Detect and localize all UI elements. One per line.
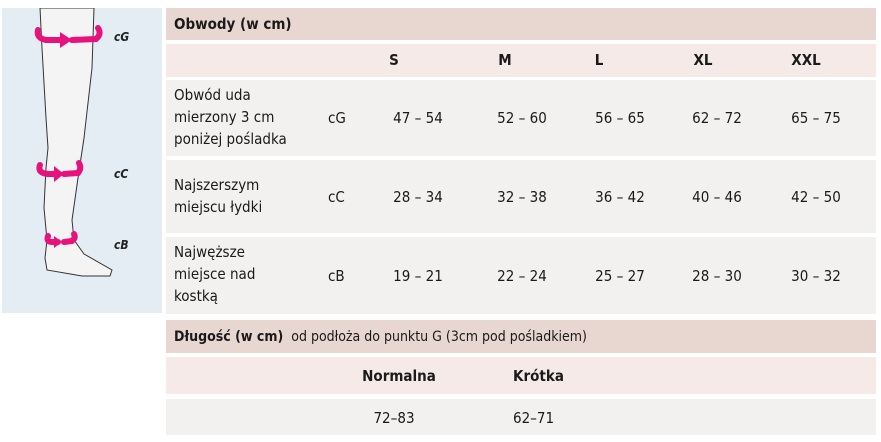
row-label: mierzony 3 cm (174, 108, 275, 126)
size-header-row: S M L XL XXL (166, 44, 876, 77)
cell: 72–83 (373, 409, 415, 427)
circumference-title: Obwody (w cm) (174, 15, 292, 33)
length-col-short: Krótka (513, 367, 564, 385)
length-col-normal: Normalna (362, 367, 436, 385)
cell: 47 – 54 (393, 109, 443, 127)
cell: 62–71 (513, 409, 555, 427)
length-header-row: Normalna Krótka (166, 357, 876, 394)
row-label: Obwód uda (174, 86, 251, 104)
row-code: cC (328, 188, 345, 206)
cell: 65 – 75 (791, 109, 841, 127)
cell: 25 – 27 (595, 267, 645, 285)
size-L: L (594, 51, 604, 69)
cell: 32 – 38 (497, 188, 547, 206)
leg-illustration: cG cC cB (2, 7, 162, 313)
cell: 40 – 46 (692, 188, 742, 206)
size-M: M (498, 51, 512, 69)
label-cG: cG (114, 30, 129, 44)
table-row: Najwęższe miejsce nad kostką cB 19 – 21 … (166, 237, 876, 314)
table-row: Najszerszym miejscu łydki cC 28 – 34 32 … (166, 160, 876, 233)
row-label: Najwęższe (174, 243, 245, 261)
row-label: kostką (174, 287, 218, 305)
cell: 22 – 24 (497, 267, 547, 285)
table-row: 72–83 62–71 (166, 399, 876, 435)
cell: 28 – 34 (393, 188, 443, 206)
length-subtitle: od podłoża do punktu G (3cm pod pośladki… (291, 329, 587, 345)
label-cC: cC (114, 167, 128, 181)
size-XXL: XXL (791, 51, 821, 69)
row-label: poniżej pośladka (174, 130, 287, 148)
row-code: cB (328, 267, 345, 285)
label-cB: cB (114, 238, 129, 252)
row-label: Najszerszym (174, 176, 260, 194)
cell: 19 – 21 (393, 267, 443, 285)
length-header: Długość (w cm) od podłoża do punktu G (3… (166, 320, 876, 353)
length-title: Długość (w cm) (174, 329, 284, 345)
cell: 28 – 30 (692, 267, 742, 285)
cell: 42 – 50 (791, 188, 841, 206)
size-XL: XL (693, 51, 713, 69)
cell: 52 – 60 (497, 109, 547, 127)
leg-diagram-icon: cG cC cB (34, 7, 129, 277)
size-S: S (389, 51, 399, 69)
cell: 30 – 32 (791, 267, 841, 285)
circumference-header: Obwody (w cm) (166, 8, 876, 40)
row-label: miejscu łydki (174, 198, 263, 216)
table-row: Obwód uda mierzony 3 cm poniżej pośladka… (166, 80, 876, 156)
row-label: miejsce nad (174, 265, 256, 283)
cell: 36 – 42 (595, 188, 645, 206)
cell: 62 – 72 (692, 109, 742, 127)
cell: 56 – 65 (595, 109, 645, 127)
row-code: cG (328, 109, 346, 127)
